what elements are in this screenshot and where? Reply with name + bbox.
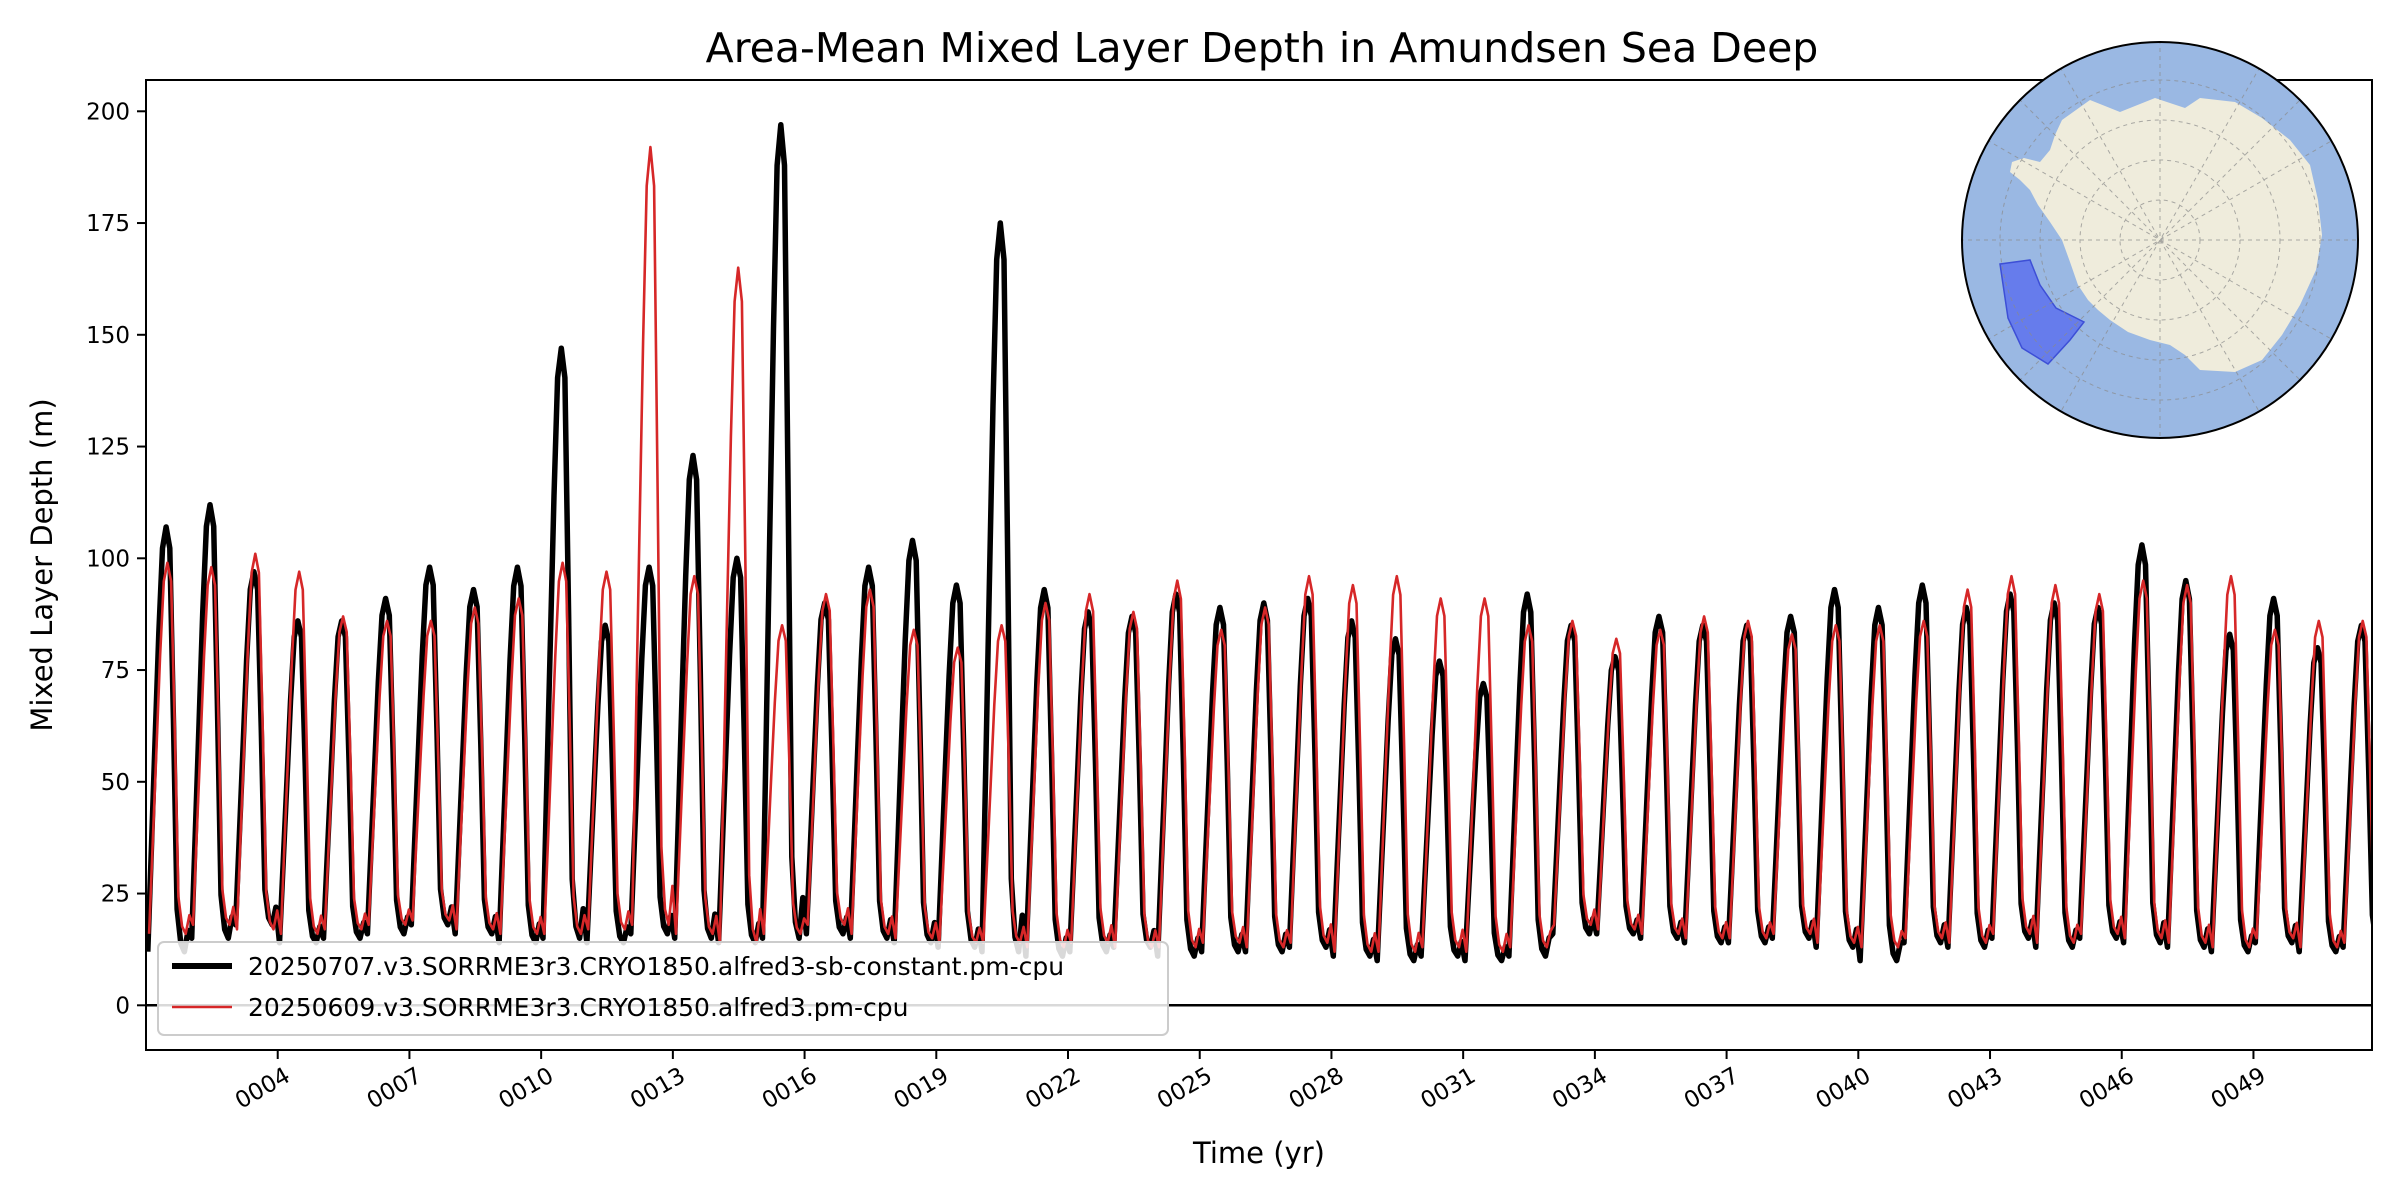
x-tick-label: 0043	[1943, 1063, 2007, 1115]
y-tick-label: 125	[86, 435, 130, 461]
x-axis: 0004 0007 0010 0013 0016 0019 0022 0025 0028 0031…	[231, 1050, 2270, 1114]
legend-label-red-series: 20250609.v3.SORRME3r3.CRYO1850.alfred3.p…	[248, 993, 909, 1022]
y-tick-label: 50	[101, 770, 130, 796]
legend[interactable]: 20250707.v3.SORRME3r3.CRYO1850.alfred3-s…	[157, 941, 1169, 1036]
y-tick-label: 150	[86, 323, 130, 349]
x-tick-label: 0034	[1548, 1063, 1612, 1115]
y-tick-label: 175	[86, 211, 130, 237]
map-graticule	[1962, 42, 2358, 438]
x-tick-label: 0010	[494, 1063, 558, 1115]
legend-label-black-series: 20250707.v3.SORRME3r3.CRYO1850.alfred3-s…	[248, 952, 1064, 981]
x-tick-label: 0028	[1285, 1063, 1349, 1115]
x-tick-label: 0046	[2075, 1063, 2139, 1115]
amundsen-sea-region	[1999, 259, 2086, 365]
x-tick-label: 0016	[758, 1063, 822, 1115]
y-tick-label: 25	[101, 882, 130, 908]
series-line-red	[147, 145, 2372, 954]
x-axis-label: Time (yr)	[1192, 1136, 1325, 1170]
map-boundary	[1961, 41, 2359, 439]
plot-area	[145, 79, 2373, 1051]
x-tick-label: 0040	[1812, 1063, 1876, 1115]
y-axis: 0 25 50 75 100 125 150 175 200	[86, 99, 146, 1019]
x-tick-label: 0013	[626, 1063, 690, 1115]
x-tick-label: 0025	[1153, 1063, 1217, 1115]
x-tick-label: 0022	[1021, 1063, 1085, 1115]
x-tick-label: 0019	[890, 1063, 954, 1115]
y-tick-label: 75	[101, 658, 130, 684]
x-tick-label: 0049	[2207, 1063, 2271, 1115]
x-tick-label: 0007	[363, 1063, 427, 1115]
y-tick-label: 0	[115, 993, 130, 1019]
chart-title: Area-Mean Mixed Layer Depth in Amundsen …	[706, 24, 1819, 72]
legend-box	[157, 941, 1169, 1036]
plot-frame	[145, 79, 2373, 1051]
antarctica-inset-map	[1961, 41, 2359, 439]
x-tick-label: 0004	[231, 1063, 295, 1115]
y-axis-label: Mixed Layer Depth (m)	[25, 398, 59, 731]
y-tick-label: 100	[86, 546, 130, 572]
antarctica-landmass	[2010, 98, 2322, 372]
x-tick-label: 0031	[1416, 1063, 1480, 1115]
x-tick-label: 0037	[1680, 1063, 1744, 1115]
series-group	[146, 121, 2372, 964]
y-tick-label: 200	[86, 99, 130, 125]
